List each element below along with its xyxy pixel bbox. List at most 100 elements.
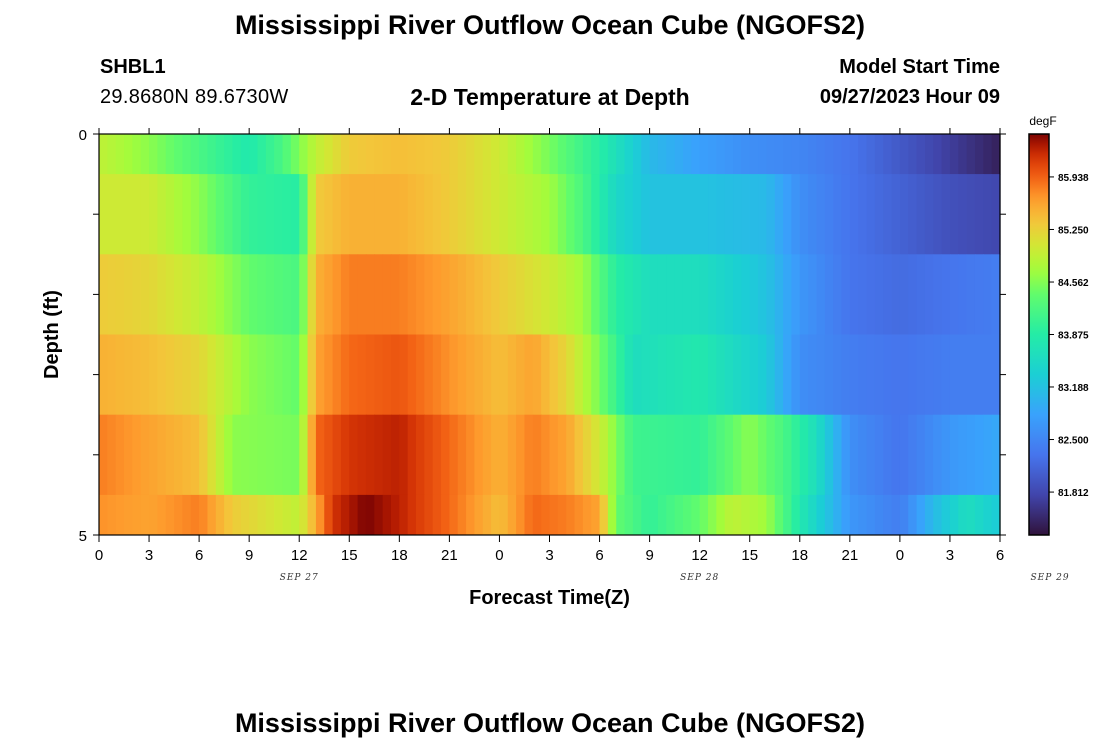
colorbar-tick-label: 83.188: [1058, 383, 1089, 394]
heatmap-cell: [624, 174, 634, 255]
heatmap-cell: [591, 334, 601, 416]
heatmap-cell: [240, 134, 250, 175]
heatmap-cell: [165, 334, 175, 416]
heatmap-cell: [390, 254, 400, 335]
heatmap-cell: [165, 174, 175, 255]
heatmap-cell: [407, 414, 417, 496]
heatmap-cell: [783, 134, 793, 175]
heatmap-cell: [741, 334, 751, 416]
heatmap-cell: [357, 494, 367, 536]
heatmap-cell: [733, 494, 742, 536]
heatmap-cell: [232, 174, 242, 255]
heatmap-cell: [582, 174, 592, 255]
heatmap-cell: [858, 414, 868, 496]
colorbar-tick-label: 84.562: [1058, 278, 1089, 289]
heatmap-cell: [557, 494, 567, 536]
heatmap-cell: [491, 414, 501, 496]
heatmap-cell: [849, 134, 859, 175]
heatmap-cell: [349, 494, 359, 536]
heatmap-cell: [449, 334, 459, 416]
heatmap-cell: [949, 334, 959, 416]
heatmap-cell: [641, 494, 651, 536]
heatmap-cell: [758, 174, 767, 255]
heatmap-cell: [174, 174, 184, 255]
heatmap-cell: [966, 334, 976, 416]
heatmap-cell: [524, 254, 534, 335]
heatmap-cell: [157, 414, 167, 496]
heatmap-cell: [257, 174, 267, 255]
heatmap-cell: [499, 134, 509, 175]
heatmap-cell: [307, 494, 317, 536]
heatmap-cell: [432, 134, 442, 175]
heatmap-cell: [274, 494, 284, 536]
heatmap-cell: [416, 494, 425, 536]
heatmap-cell: [766, 134, 776, 175]
heatmap-cell: [708, 174, 717, 255]
heatmap-cell: [599, 134, 609, 175]
heatmap-cell: [424, 414, 434, 496]
heatmap-cell: [758, 254, 767, 335]
heatmap-cell: [958, 174, 968, 255]
heatmap-cell: [691, 174, 701, 255]
heatmap-cell: [991, 254, 1001, 335]
heatmap-cell: [783, 254, 793, 335]
heatmap-cell: [416, 254, 425, 335]
heatmap-cell: [674, 414, 684, 496]
heatmap-cell: [749, 254, 759, 335]
heatmap-cell: [232, 494, 242, 536]
heatmap-cell: [416, 174, 425, 255]
heatmap-cell: [966, 414, 976, 496]
heatmap-cell: [858, 334, 868, 416]
heatmap-cell: [482, 134, 492, 175]
heatmap-cell: [741, 414, 751, 496]
heatmap-cell: [983, 334, 993, 416]
heatmap-cell: [307, 134, 317, 175]
heatmap-cell: [724, 414, 734, 496]
heatmap-cell: [566, 174, 576, 255]
heatmap-cell: [924, 174, 934, 255]
heatmap-cell: [299, 414, 309, 496]
heatmap-cell: [124, 414, 133, 496]
heatmap-cell: [107, 254, 117, 335]
heatmap-cell: [883, 134, 893, 175]
heatmap-cell: [991, 414, 1001, 496]
heatmap-cell: [290, 494, 300, 536]
heatmap-cell: [199, 134, 209, 175]
heatmap-cell: [249, 134, 259, 175]
heatmap-cell: [966, 134, 976, 175]
heatmap-cell: [224, 254, 234, 335]
heatmap-cell: [215, 134, 225, 175]
heatmap-cell: [724, 494, 734, 536]
heatmap-cell: [466, 174, 476, 255]
heatmap-cell: [974, 334, 984, 416]
heatmap-cell: [374, 494, 384, 536]
heatmap-cell: [265, 494, 275, 536]
heatmap-cell: [290, 134, 300, 175]
x-date-label: SEP 27: [280, 573, 319, 583]
heatmap-cell: [983, 414, 993, 496]
heatmap-cell: [841, 134, 851, 175]
heatmap-cell: [541, 134, 551, 175]
heatmap-cell: [199, 494, 209, 536]
heatmap-cell: [733, 414, 742, 496]
heatmap-cell: [924, 334, 934, 416]
heatmap-cell: [758, 494, 767, 536]
heatmap-cell: [883, 254, 893, 335]
heatmap-cell: [641, 414, 651, 496]
heatmap-cell: [332, 174, 342, 255]
station-id: SHBL1: [100, 56, 166, 78]
heatmap-cell: [474, 414, 484, 496]
heatmap-cell: [666, 134, 676, 175]
heatmap-cell: [758, 134, 767, 175]
heatmap-cell: [441, 414, 450, 496]
heatmap-cell: [866, 334, 876, 416]
heatmap-cell: [174, 334, 184, 416]
heatmap-cell: [482, 494, 492, 536]
heatmap-cell: [674, 494, 684, 536]
heatmap-cell: [724, 174, 734, 255]
temperature-heatmap-chart: 0 3 6 9 12 15 18 21 0 3 6 9 12 15 18 21 0 3 6 SEP 27 SEP 28 S…: [41, 114, 1089, 609]
heatmap-cell: [499, 174, 509, 255]
heatmap-cell: [891, 334, 901, 416]
heatmap-cell: [808, 174, 818, 255]
heatmap-cell: [758, 334, 767, 416]
